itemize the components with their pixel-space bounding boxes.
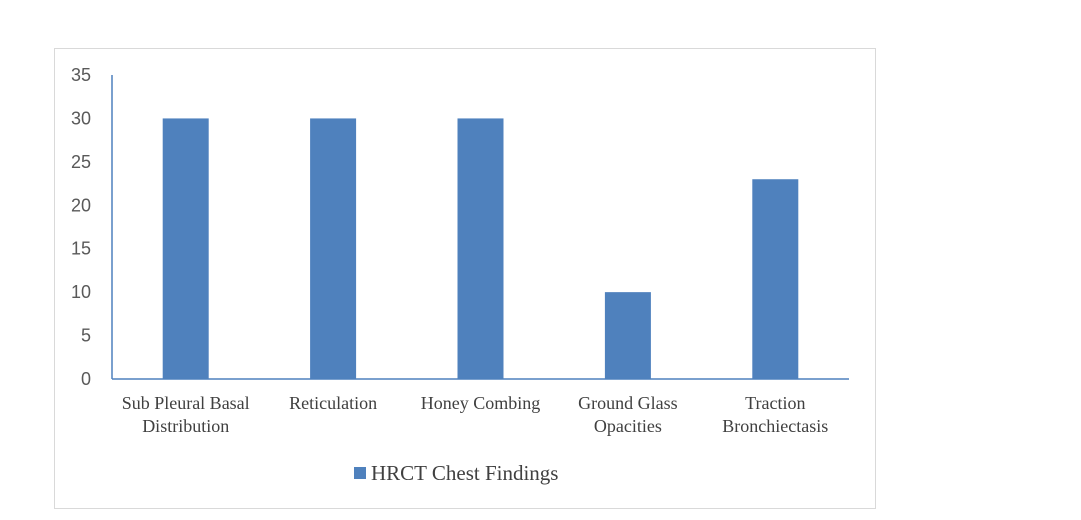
y-tick-label: 0 [81,369,91,389]
y-tick-label: 30 [71,108,91,128]
y-tick-label: 35 [71,65,91,85]
x-category-label: Reticulation [289,393,377,413]
bar [604,292,651,379]
legend-label: HRCT Chest Findings [371,461,558,485]
x-axis-categories: Sub Pleural Basal Distribution Reticulatio… [122,393,829,436]
y-tick-label: 20 [71,195,91,215]
bar [162,118,209,379]
y-tick-label: 5 [81,326,91,346]
bar [457,118,504,379]
y-tick-label: 25 [71,152,91,172]
bar [752,179,799,379]
x-category-label: Traction Bronchiectasis [722,393,828,436]
y-tick-label: 10 [71,282,91,302]
legend: HRCT Chest Findings [354,461,558,485]
bar [310,118,357,379]
bars [162,118,799,379]
x-category-label: Ground Glass Opacities [578,393,678,436]
y-tick-label: 15 [71,239,91,259]
legend-swatch [354,467,366,479]
x-category-label: Honey Combing [421,393,541,413]
x-category-label: Sub Pleural Basal Distribution [122,393,250,436]
y-axis-ticks: 0 5 10 15 20 25 30 35 [71,65,91,389]
